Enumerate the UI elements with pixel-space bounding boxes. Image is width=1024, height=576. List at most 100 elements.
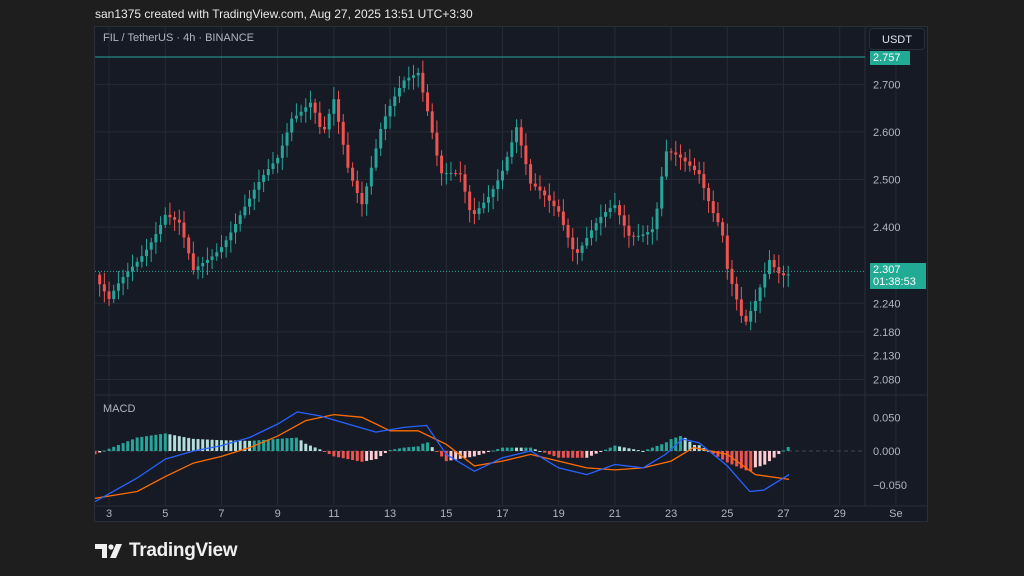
candlestick-chart[interactable]: 2.700 2.600 2.500 2.400 2.240 2.180 2.130 2.080…	[95, 27, 927, 521]
candle-body	[426, 92, 430, 112]
candle-body	[98, 274, 102, 285]
time-tick-label: 13	[384, 508, 396, 520]
macd-label[interactable]: MACD	[103, 403, 136, 415]
candle-body	[219, 247, 223, 253]
candle-body	[782, 273, 786, 276]
high-price-tag: 2.757	[870, 51, 910, 65]
macd-histogram-bar	[589, 451, 593, 456]
macd-histogram-bar	[449, 451, 453, 461]
candle-body	[196, 266, 200, 271]
macd-histogram-bar	[327, 451, 331, 455]
candle-body	[547, 195, 551, 201]
current-price: 2.307	[873, 264, 901, 277]
macd-histogram-bar	[515, 447, 519, 451]
candle-body	[580, 245, 584, 253]
macd-histogram-bar	[318, 449, 322, 451]
macd-histogram-bar	[468, 451, 472, 458]
macd-histogram-bar	[486, 451, 490, 453]
macd-histogram-bar	[121, 443, 125, 451]
macd-histogram-bar	[116, 445, 120, 451]
macd-histogram-bar	[365, 451, 369, 461]
time-tick-label: 21	[609, 508, 621, 520]
macd-histogram-bar	[299, 440, 303, 451]
price-tick-label: 2.130	[873, 351, 901, 363]
price-tick-label: 2.600	[873, 127, 901, 139]
macd-histogram-bar	[496, 449, 500, 451]
time-tick-label: 9	[275, 508, 281, 520]
macd-histogram-bar	[229, 440, 233, 451]
chart-attribution: san1375 created with TradingView.com, Au…	[95, 7, 473, 21]
macd-histogram-bar	[248, 440, 252, 451]
macd-histogram-bar	[140, 436, 144, 451]
candle-body	[252, 189, 256, 199]
macd-histogram-bar	[529, 447, 533, 451]
macd-histogram-bar	[594, 451, 598, 454]
candle-body	[632, 235, 636, 237]
candle-body	[337, 99, 341, 122]
candle-body	[280, 145, 284, 158]
time-tick-label: 5	[162, 508, 168, 520]
macd-histogram-bar	[154, 434, 158, 451]
macd-histogram-bar	[201, 439, 205, 451]
macd-histogram-bar	[313, 447, 317, 451]
macd-histogram-bar	[257, 440, 261, 451]
candle-body	[116, 283, 120, 291]
candle-body	[449, 173, 453, 175]
candle-body	[533, 183, 537, 187]
candle-body	[243, 206, 247, 216]
candle-body	[749, 310, 753, 322]
candle-body	[716, 213, 720, 223]
candle-body	[388, 105, 392, 117]
candle-body	[177, 219, 181, 223]
candle-body	[440, 155, 444, 174]
candle-body	[725, 235, 729, 269]
macd-histogram-bar	[294, 437, 298, 451]
macd-histogram-bar	[416, 446, 420, 451]
candle-body	[571, 237, 575, 250]
candle-body	[693, 165, 697, 171]
macd-histogram-bar	[782, 450, 786, 452]
macd-histogram-bar	[707, 450, 711, 452]
macd-histogram-bar	[632, 449, 636, 451]
candle-body	[276, 157, 280, 164]
macd-histogram-bar	[543, 451, 547, 453]
candle-body	[444, 173, 448, 175]
time-tick-label: 29	[834, 508, 846, 520]
macd-histogram-bar	[500, 447, 504, 451]
candle-body	[735, 283, 739, 300]
symbol-label[interactable]: FIL / TetherUS · 4h · BINANCE	[103, 32, 254, 44]
candle-body	[510, 142, 514, 157]
time-tick-label: 15	[440, 508, 452, 520]
candle-body	[140, 256, 144, 262]
currency-button[interactable]: USDT	[869, 28, 925, 50]
macd-histogram-bar	[196, 439, 200, 451]
candle-body	[585, 237, 589, 246]
macd-histogram-bar	[618, 446, 622, 451]
macd-histogram-bar	[388, 449, 392, 451]
chart-panel[interactable]: 2.700 2.600 2.500 2.400 2.240 2.180 2.130 2.080…	[94, 26, 928, 522]
candle-body	[622, 215, 626, 226]
signal-line	[95, 413, 790, 499]
macd-histogram-bar	[182, 437, 186, 451]
candle-body	[711, 201, 715, 214]
macd-histogram-bar	[383, 451, 387, 454]
candle-body	[430, 111, 434, 133]
macd-histogram-bar	[168, 434, 172, 451]
candle-body	[266, 169, 270, 176]
time-tick-label: 27	[777, 508, 789, 520]
tradingview-logo[interactable]: TradingView	[95, 540, 238, 562]
macd-histogram-bar	[552, 451, 556, 457]
candle-body	[636, 235, 640, 237]
candle-body	[753, 301, 757, 311]
candle-body	[294, 115, 298, 119]
macd-histogram-bar	[107, 448, 111, 451]
macd-histogram-bar	[374, 451, 378, 460]
macd-histogram-bar	[177, 436, 181, 451]
candle-body	[721, 222, 725, 236]
macd-histogram-bar	[505, 447, 509, 451]
macd-histogram-bar	[215, 439, 219, 451]
candle-body	[538, 186, 542, 191]
macd-histogram-bar	[205, 439, 209, 451]
macd-line	[95, 411, 790, 503]
macd-histogram-bar	[636, 450, 640, 452]
